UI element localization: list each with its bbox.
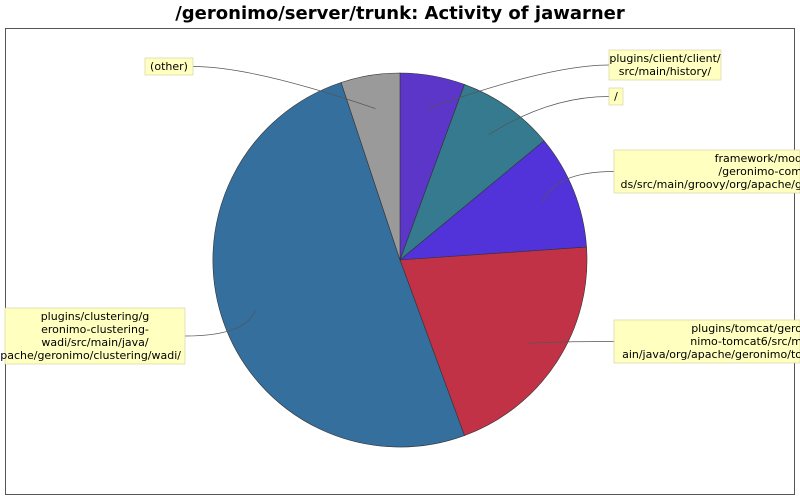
leader-line <box>488 96 610 136</box>
slice-label-line: plugins/clustering/g <box>41 310 150 323</box>
slice-label-line: /geronimo-com <box>718 165 800 178</box>
pie-slice <box>399 84 545 261</box>
slice-label-box <box>144 57 194 76</box>
slice-label-line: (other) <box>150 60 188 73</box>
slice-label-line: apache/geronimo/clustering/wadi/ <box>0 349 181 362</box>
slice-label-box <box>608 87 624 106</box>
slice-label-line: / <box>614 90 618 103</box>
slice-label-line: ain/java/org/apache/geronimo/to <box>622 348 800 361</box>
slice-label-box <box>4 307 186 365</box>
pie-slice <box>399 246 588 436</box>
pie-slice <box>340 72 401 261</box>
slice-label-line: src/main/history/ <box>619 65 712 78</box>
slice-label-line: framework/mod <box>715 152 800 165</box>
leader-line <box>192 66 376 109</box>
pie-slice <box>399 140 587 261</box>
slice-label-box <box>613 149 800 194</box>
slice-label-box <box>608 49 722 81</box>
leader-line <box>184 310 256 337</box>
slice-label-line: eronimo-clustering- <box>41 323 149 336</box>
pie-slice <box>212 82 465 448</box>
slice-label-line: nimo-tomcat6/src/m <box>690 335 800 348</box>
slice-label-box <box>613 319 800 364</box>
slice-label-line: plugins/client/client/ <box>609 52 721 65</box>
slice-label-line: ds/src/main/groovy/org/apache/g <box>620 178 800 191</box>
leader-line <box>542 171 615 204</box>
leader-line <box>426 64 610 110</box>
chart-title: /geronimo/server/trunk: Activity of jawa… <box>175 3 625 24</box>
leader-line <box>528 341 615 344</box>
slice-label-line: plugins/tomcat/gero <box>691 322 800 335</box>
slice-label-line: wadi/src/main/java/ <box>41 336 148 349</box>
